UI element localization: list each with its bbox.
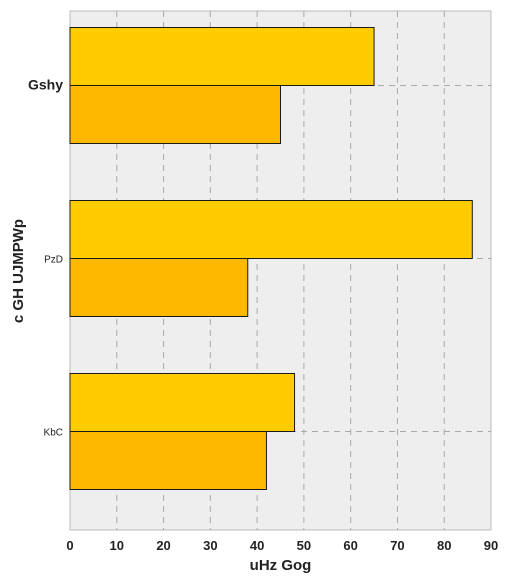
x-tick-label: 60 [343, 538, 357, 553]
y-axis-title: c GH UJMPWp [10, 219, 27, 323]
x-tick-label: 40 [250, 538, 264, 553]
bar-series2-PzD [69, 258, 249, 317]
category-label: PzD [44, 255, 63, 266]
x-tick-labels: 0 10 20 30 40 50 60 70 80 90 [66, 538, 498, 553]
category-label: KbC [44, 428, 63, 439]
x-tick-label: 80 [437, 538, 451, 553]
x-tick-label: 70 [390, 538, 404, 553]
bar-series1-Gshy [69, 27, 375, 86]
x-tick-label: 90 [484, 538, 498, 553]
x-axis-title: uHz Gog [250, 557, 312, 574]
bar-series1-PzD [69, 200, 473, 259]
bar-series2-Gshy [69, 85, 281, 144]
x-tick-label: 30 [203, 538, 217, 553]
bar-series1-KbC [69, 373, 296, 432]
bar-series2-KbC [69, 431, 267, 490]
x-tick-label: 10 [110, 538, 124, 553]
x-tick-label: 50 [297, 538, 311, 553]
bars [69, 27, 473, 490]
x-tick-label: 20 [156, 538, 170, 553]
category-label: Gshy [28, 77, 63, 93]
category-labels: Gshy PzD KbC [28, 77, 63, 439]
x-tick-label: 0 [66, 538, 73, 553]
